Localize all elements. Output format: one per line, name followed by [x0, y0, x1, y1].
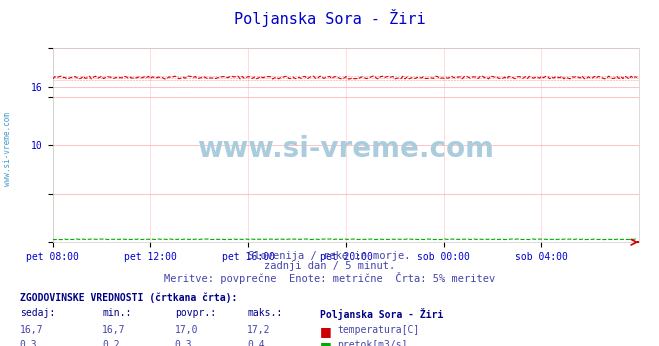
Text: 0,3: 0,3: [20, 340, 38, 346]
Text: ■: ■: [320, 325, 331, 338]
Text: 16,7: 16,7: [102, 325, 126, 335]
Text: 0,4: 0,4: [247, 340, 265, 346]
Text: sedaj:: sedaj:: [20, 308, 55, 318]
Text: ■: ■: [320, 340, 331, 346]
Text: ZGODOVINSKE VREDNOSTI (črtkana črta):: ZGODOVINSKE VREDNOSTI (črtkana črta):: [20, 292, 237, 303]
Text: www.si-vreme.com: www.si-vreme.com: [3, 112, 13, 186]
Text: zadnji dan / 5 minut.: zadnji dan / 5 minut.: [264, 261, 395, 271]
Text: povpr.:: povpr.:: [175, 308, 215, 318]
Text: maks.:: maks.:: [247, 308, 282, 318]
Text: 0,3: 0,3: [175, 340, 192, 346]
Text: min.:: min.:: [102, 308, 132, 318]
Text: Meritve: povprečne  Enote: metrične  Črta: 5% meritev: Meritve: povprečne Enote: metrične Črta:…: [164, 272, 495, 284]
Text: 16,7: 16,7: [20, 325, 43, 335]
Text: 17,2: 17,2: [247, 325, 271, 335]
Text: www.si-vreme.com: www.si-vreme.com: [198, 135, 494, 163]
Text: Poljanska Sora - Žiri: Poljanska Sora - Žiri: [320, 308, 443, 320]
Text: Slovenija / reke in morje.: Slovenija / reke in morje.: [248, 251, 411, 261]
Text: 0,2: 0,2: [102, 340, 120, 346]
Text: pretok[m3/s]: pretok[m3/s]: [337, 340, 408, 346]
Text: Poljanska Sora - Žiri: Poljanska Sora - Žiri: [234, 9, 425, 27]
Text: temperatura[C]: temperatura[C]: [337, 325, 420, 335]
Text: 17,0: 17,0: [175, 325, 198, 335]
